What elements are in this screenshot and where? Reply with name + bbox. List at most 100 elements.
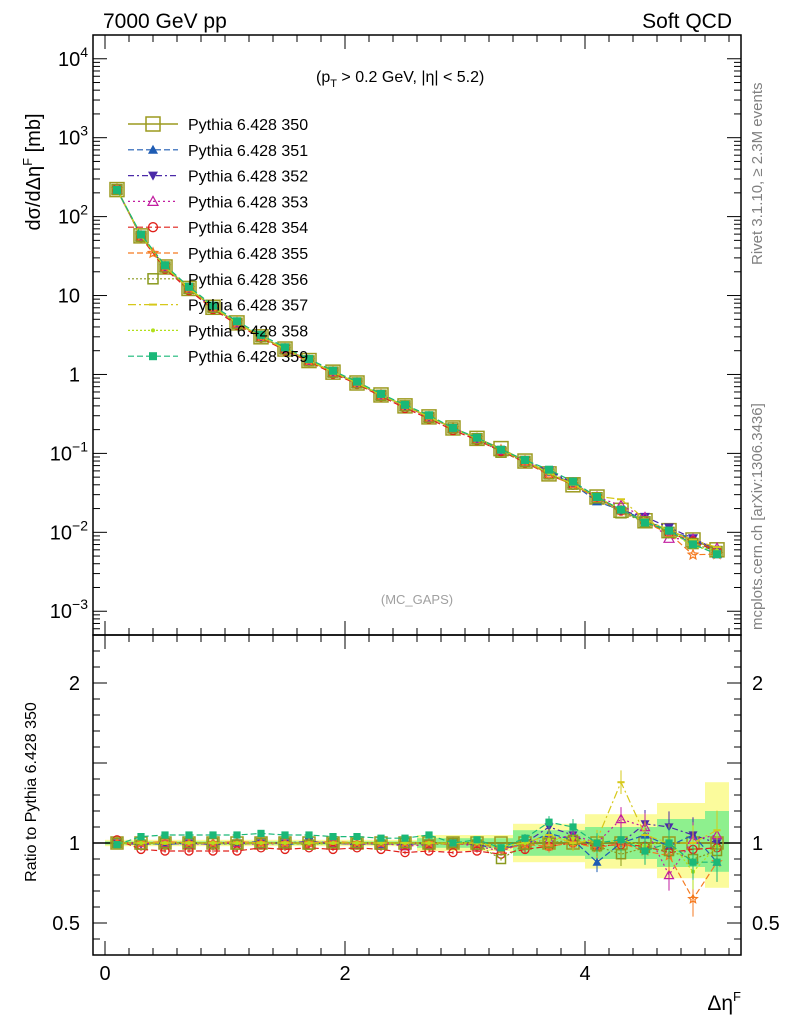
series-point-main-0	[253, 329, 269, 345]
header-left-title: 7000 GeV pp	[103, 10, 227, 33]
series-point-ratio-1	[592, 857, 602, 866]
series-point-ratio-9	[161, 831, 169, 839]
legend-marker-5	[146, 246, 160, 259]
series-point-main-9	[137, 230, 145, 239]
legend-label-2: Pythia 6.428 352	[188, 169, 308, 186]
series-point-ratio-9	[569, 823, 577, 831]
series-point-main-0	[349, 375, 365, 391]
y-axis-title-main: dσ/dΔηF [mb]	[20, 113, 45, 230]
series-point-main-0	[469, 430, 485, 447]
y-axis-title-ratio: Ratio to Pythia 6.428 350	[23, 702, 40, 882]
y-tick-label-base: 10	[50, 443, 72, 465]
series-point-ratio-4	[328, 844, 338, 855]
cut-label-eta: η	[425, 69, 434, 86]
series-point-main-6	[447, 422, 459, 434]
cut-label-sub: T	[330, 78, 337, 90]
legend-label-7: Pythia 6.428 357	[188, 298, 308, 315]
series-point-ratio-6	[495, 853, 507, 865]
series-point-ratio-9	[185, 831, 193, 839]
y-axis-title-main-base: dσ/dΔη	[23, 166, 45, 231]
series-point-main-9	[593, 493, 601, 502]
series-point-main-9	[497, 445, 505, 454]
series-point-main-9	[281, 343, 289, 352]
series-point-ratio-8	[307, 841, 311, 845]
series-point-ratio-9	[497, 844, 505, 852]
series-point-main-9	[545, 465, 553, 474]
series-point-ratio-8	[211, 841, 215, 845]
main-series-layer	[109, 181, 725, 561]
y-axis-title-main-sup: F	[20, 158, 35, 166]
series-point-ratio-8	[163, 841, 167, 845]
rivet-side-label: Rivet 3.1.10, ≥ 2.3M events	[749, 83, 766, 266]
series-point-ratio-9	[353, 833, 361, 841]
y-tick-label-exp: 2	[80, 202, 88, 218]
header-right-title: Soft QCD	[642, 10, 732, 33]
series-point-main-9	[233, 317, 241, 326]
x-tick-label: 0	[99, 963, 110, 985]
series-point-ratio-8	[331, 841, 335, 845]
series-point-main-6	[111, 183, 123, 196]
series-line-main-8	[116, 189, 718, 552]
series-point-main-0	[325, 364, 341, 380]
y-tick-label-ratio-left: 1	[69, 833, 80, 855]
series-point-ratio-8	[547, 837, 551, 842]
series-point-main-9	[377, 389, 385, 398]
y-tick-label-ratio-right: 2	[752, 673, 763, 695]
series-line-main-6	[116, 189, 718, 553]
series-point-ratio-9	[137, 833, 145, 841]
series-point-ratio-4	[232, 846, 242, 856]
x-axis-title-base: Δη	[707, 992, 733, 1015]
series-point-ratio-8	[235, 841, 239, 845]
legend-label-0: Pythia 6.428 350	[188, 117, 308, 134]
series-point-ratio-8	[427, 841, 431, 845]
series-point-main-9	[665, 526, 673, 535]
y-tick-label-main: 10−2	[50, 517, 88, 544]
cut-label-close: | < 5.2)	[434, 69, 484, 86]
series-point-main-9	[353, 377, 361, 386]
series-point-ratio-8	[139, 841, 143, 845]
series-point-main-9	[401, 400, 409, 409]
legend-label-8: Pythia 6.428 358	[188, 323, 308, 340]
legend-label-1: Pythia 6.428 351	[188, 143, 308, 160]
series-point-ratio-4	[424, 846, 434, 856]
series-line-main-2	[116, 189, 718, 551]
series-point-main-0	[133, 228, 149, 244]
series-point-main-9	[305, 354, 313, 363]
series-point-ratio-4	[448, 847, 458, 858]
series-point-ratio-5	[687, 892, 699, 904]
series-point-main-9	[449, 423, 457, 432]
series-point-ratio-3	[663, 869, 675, 880]
series-point-main-9	[569, 477, 577, 486]
series-point-main-0	[421, 409, 437, 425]
legend-marker-9	[149, 352, 157, 361]
legend-marker-2	[148, 171, 158, 181]
x-axis-title-sup: F	[733, 989, 741, 1004]
series-point-main-9	[617, 505, 625, 514]
series-point-main-0	[181, 280, 197, 297]
series-point-main-0	[109, 181, 125, 198]
series-point-ratio-9	[329, 833, 337, 841]
cut-label-mid: > 0.2 GeV, |	[337, 69, 426, 86]
series-point-main-6	[591, 491, 603, 504]
series-line-main-5	[116, 189, 718, 556]
y-tick-label-exp: −3	[72, 596, 88, 612]
series-point-ratio-9	[257, 829, 265, 837]
series-point-ratio-9	[545, 818, 553, 826]
mcplots-side-label: mcplots.cern.ch [arXiv:1306.3436]	[749, 403, 766, 630]
y-tick-label-ratio-left: 0.5	[52, 913, 80, 935]
series-point-main-9	[209, 301, 217, 310]
series-point-ratio-9	[233, 831, 241, 839]
legend-marker-3	[146, 195, 160, 206]
series-point-ratio-8	[571, 836, 575, 841]
series-point-ratio-9	[425, 831, 433, 839]
series-point-ratio-6	[423, 839, 435, 850]
series-point-main-0	[157, 259, 173, 275]
series-line-ratio-9	[116, 821, 717, 863]
axis-ticks	[93, 34, 741, 955]
series-line-main-3	[116, 189, 718, 549]
series-point-ratio-8	[259, 841, 263, 845]
series-point-ratio-9	[689, 858, 697, 866]
series-point-main-9	[473, 433, 481, 442]
series-line-main-0	[116, 189, 718, 551]
series-point-ratio-8	[403, 841, 407, 845]
